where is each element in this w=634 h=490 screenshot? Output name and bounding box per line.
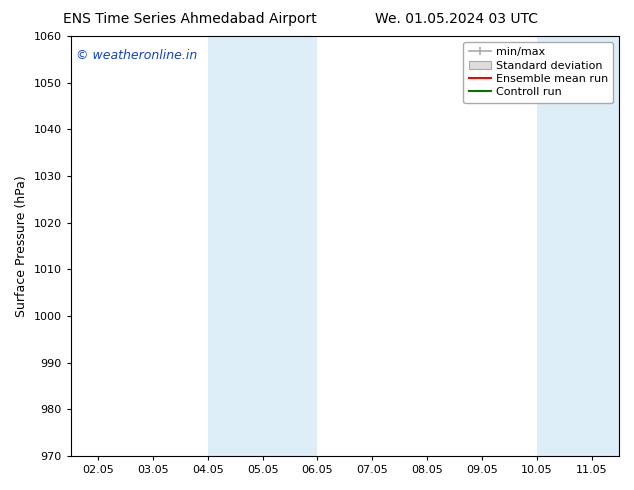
Text: We. 01.05.2024 03 UTC: We. 01.05.2024 03 UTC — [375, 12, 538, 26]
Bar — [537, 36, 634, 456]
Legend: min/max, Standard deviation, Ensemble mean run, Controll run: min/max, Standard deviation, Ensemble me… — [463, 42, 614, 103]
Text: © weatheronline.in: © weatheronline.in — [76, 49, 197, 62]
Bar — [208, 36, 318, 456]
Text: ENS Time Series Ahmedabad Airport: ENS Time Series Ahmedabad Airport — [63, 12, 317, 26]
Y-axis label: Surface Pressure (hPa): Surface Pressure (hPa) — [15, 175, 28, 317]
